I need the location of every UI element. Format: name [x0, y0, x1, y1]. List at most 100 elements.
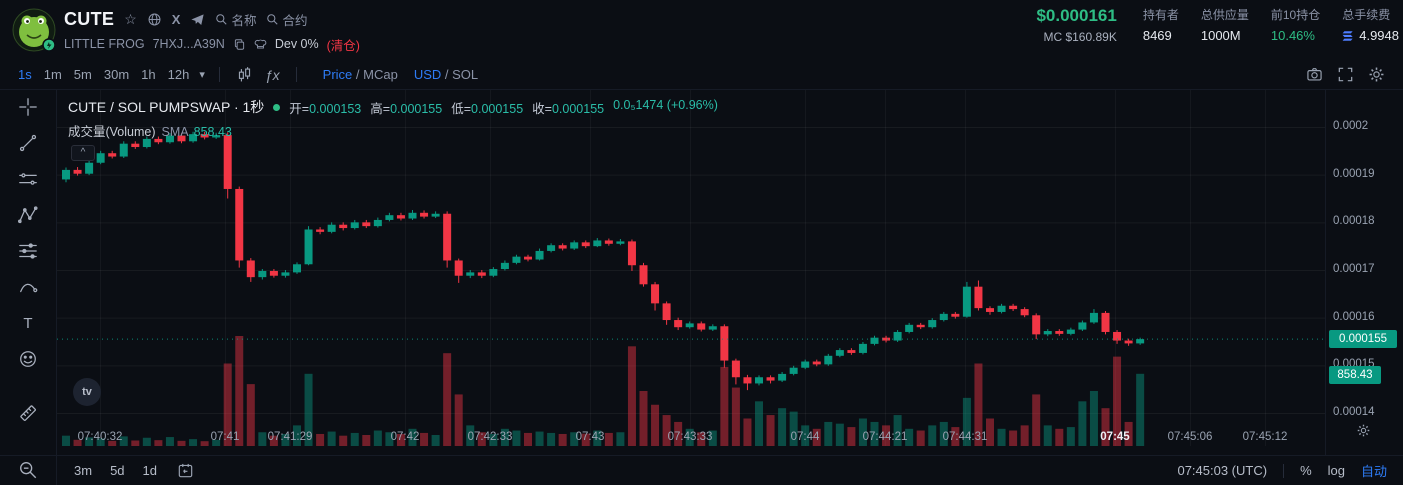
legend-collapse-button[interactable]: ^ — [71, 145, 95, 161]
time-tick: 07:45:06 — [1167, 431, 1213, 443]
price-axis[interactable]: 0.000155 858.43 0.0002 0.00019 0.00018 0.00… — [1325, 90, 1403, 455]
telegram-icon[interactable] — [190, 12, 205, 27]
trendline-tool-icon[interactable] — [16, 132, 40, 154]
grid-layer — [57, 90, 1325, 446]
timeframe-30m[interactable]: 30m — [103, 67, 130, 82]
log-scale-button[interactable]: log — [1327, 463, 1345, 478]
time-tick: 07:40:32 — [77, 431, 123, 443]
zoom-tool-icon[interactable] — [18, 460, 38, 485]
time-tick: 07:45 — [1100, 431, 1130, 443]
time-tick: 07:42 — [390, 431, 420, 443]
live-status-dot — [273, 103, 281, 111]
copy-icon[interactable] — [233, 38, 246, 51]
timeframe-1m[interactable]: 1m — [43, 67, 62, 82]
high-value: 0.000155 — [390, 101, 443, 116]
chart-style-button[interactable] — [230, 66, 259, 83]
stat-total-supply: 总供应量 1000M — [1200, 8, 1249, 43]
position-tool-icon[interactable] — [16, 240, 40, 262]
candlestick-chart — [57, 90, 1325, 446]
usd-sol-toggle[interactable]: USD / SOL — [413, 67, 479, 82]
price-tick: 0.00018 — [1333, 215, 1375, 228]
price-tick: 0.0002 — [1333, 120, 1369, 132]
timeframe-12h[interactable]: 12h — [167, 67, 190, 82]
screenshot-camera-icon[interactable] — [1306, 66, 1323, 83]
search-by-contract-button[interactable]: 合约 — [266, 10, 307, 29]
tradingview-logo[interactable]: tv — [73, 378, 101, 406]
timeframe-group: 1s 1m 5m 30m 1h 12h — [12, 65, 195, 84]
chart-pair-title: CUTE / SOL PUMPSWAP · 1秒 — [68, 99, 265, 115]
dev-status: (清仓) — [326, 38, 360, 53]
measure-ruler-tool-icon[interactable] — [16, 402, 40, 424]
range-group: 3m 5d 1d — [74, 463, 157, 478]
axis-settings-gear-icon[interactable] — [1356, 423, 1371, 443]
price-tick: 0.00017 — [1333, 263, 1375, 275]
price-mcap-toggle[interactable]: Price / MCap — [322, 67, 398, 82]
chart-legend: CUTE / SOL PUMPSWAP · 1秒 开=0.000153 高=0.… — [68, 97, 718, 116]
volume-value-badge: 858.43 — [1329, 366, 1381, 384]
close-value: 0.000155 — [551, 101, 605, 116]
market-cap: MC $160.89K — [1043, 30, 1117, 44]
token-symbol: CUTE — [64, 8, 115, 29]
chart-toolbar: 1s 1m 5m 30m 1h 12h ▾ ƒx Price / MCap USD / S… — [0, 60, 1403, 90]
price-tick: 0.00014 — [1333, 406, 1375, 418]
brush-tool-icon[interactable] — [16, 276, 40, 298]
indicators-fx-button[interactable]: ƒx — [264, 66, 280, 83]
token-avatar[interactable] — [12, 8, 56, 52]
range-5d[interactable]: 5d — [110, 463, 125, 478]
volume-indicator-title: 成交量(Volume) — [68, 125, 156, 139]
chart-area[interactable]: CUTE / SOL PUMPSWAP · 1秒 开=0.000153 高=0.… — [57, 90, 1325, 455]
bottom-bar: 3m 5d 1d 07:45:03 (UTC) % log 自动 — [0, 455, 1403, 485]
candlestick-icon — [238, 67, 250, 82]
drawing-toolbar: T — [0, 90, 57, 485]
price-tick: 0.00016 — [1333, 310, 1375, 323]
horizontal-line-tool-icon[interactable] — [16, 168, 40, 190]
time-tick: 07:44:31 — [942, 431, 988, 443]
percent-scale-button[interactable]: % — [1300, 463, 1312, 478]
volume-legend: 成交量(Volume) SMA 858.43 — [68, 125, 232, 139]
settings-gear-icon[interactable] — [1368, 66, 1385, 83]
more-intervals-caret-icon[interactable]: ▾ — [199, 69, 205, 81]
time-axis[interactable]: 07:40:32 07:41 07:41:29 07:42 07:42:33 07:43 0… — [57, 427, 1325, 451]
open-value: 0.000153 — [309, 101, 362, 116]
timeframe-1h[interactable]: 1h — [141, 67, 156, 82]
favorite-star-icon[interactable]: ☆ — [124, 11, 137, 27]
divider — [1283, 463, 1285, 478]
website-icon[interactable] — [147, 12, 162, 27]
search-icon — [216, 13, 228, 25]
last-price-badge: 0.000155 — [1329, 330, 1397, 349]
dev-holding: Dev 0% — [274, 37, 319, 51]
token-price: $0.000161 — [1036, 6, 1117, 25]
emoji-tool-icon[interactable] — [16, 348, 40, 370]
low-value: 0.000155 — [471, 101, 524, 116]
token-name: LITTLE FROG — [64, 37, 145, 51]
text-tool-icon[interactable]: T — [23, 314, 33, 332]
time-tick: 07:44:21 — [862, 431, 908, 443]
stat-total-fees: 总手续费 4.9948 — [1342, 8, 1399, 43]
range-1d[interactable]: 1d — [142, 463, 157, 478]
go-to-date-icon[interactable] — [177, 462, 194, 479]
fullscreen-icon[interactable] — [1337, 66, 1354, 83]
timeframe-1s[interactable]: 1s — [18, 67, 32, 82]
search-by-name-button[interactable]: 名称 — [215, 10, 256, 29]
stat-holders: 持有者 8469 — [1142, 8, 1179, 43]
pump-badge-icon — [47, 42, 52, 49]
divider — [218, 67, 220, 82]
token-header: CUTE ☆ X 名称 合约 LITTLE FROG — [0, 0, 1403, 60]
clock-utc[interactable]: 07:45:03 (UTC) — [1177, 463, 1268, 478]
auto-scale-button[interactable]: 自动 — [1360, 464, 1387, 479]
time-tick: 07:41 — [210, 431, 240, 443]
time-tick: 07:43:33 — [667, 431, 713, 443]
contract-address[interactable]: 7HXJ...A39N — [152, 37, 225, 51]
time-tick: 07:44 — [790, 431, 820, 443]
stat-top10-holding: 前10持仓 10.46% — [1270, 8, 1321, 43]
crosshair-tool-icon[interactable] — [16, 96, 40, 118]
timeframe-5m[interactable]: 5m — [73, 67, 92, 82]
range-3m[interactable]: 3m — [74, 463, 93, 478]
time-tick: 07:41:29 — [267, 431, 313, 443]
twitter-x-icon[interactable]: X — [171, 11, 181, 27]
volume-layer — [62, 336, 1145, 446]
sol-icon — [1342, 30, 1353, 41]
pattern-xabcd-tool-icon[interactable] — [16, 204, 40, 226]
time-tick: 07:42:33 — [467, 431, 513, 443]
